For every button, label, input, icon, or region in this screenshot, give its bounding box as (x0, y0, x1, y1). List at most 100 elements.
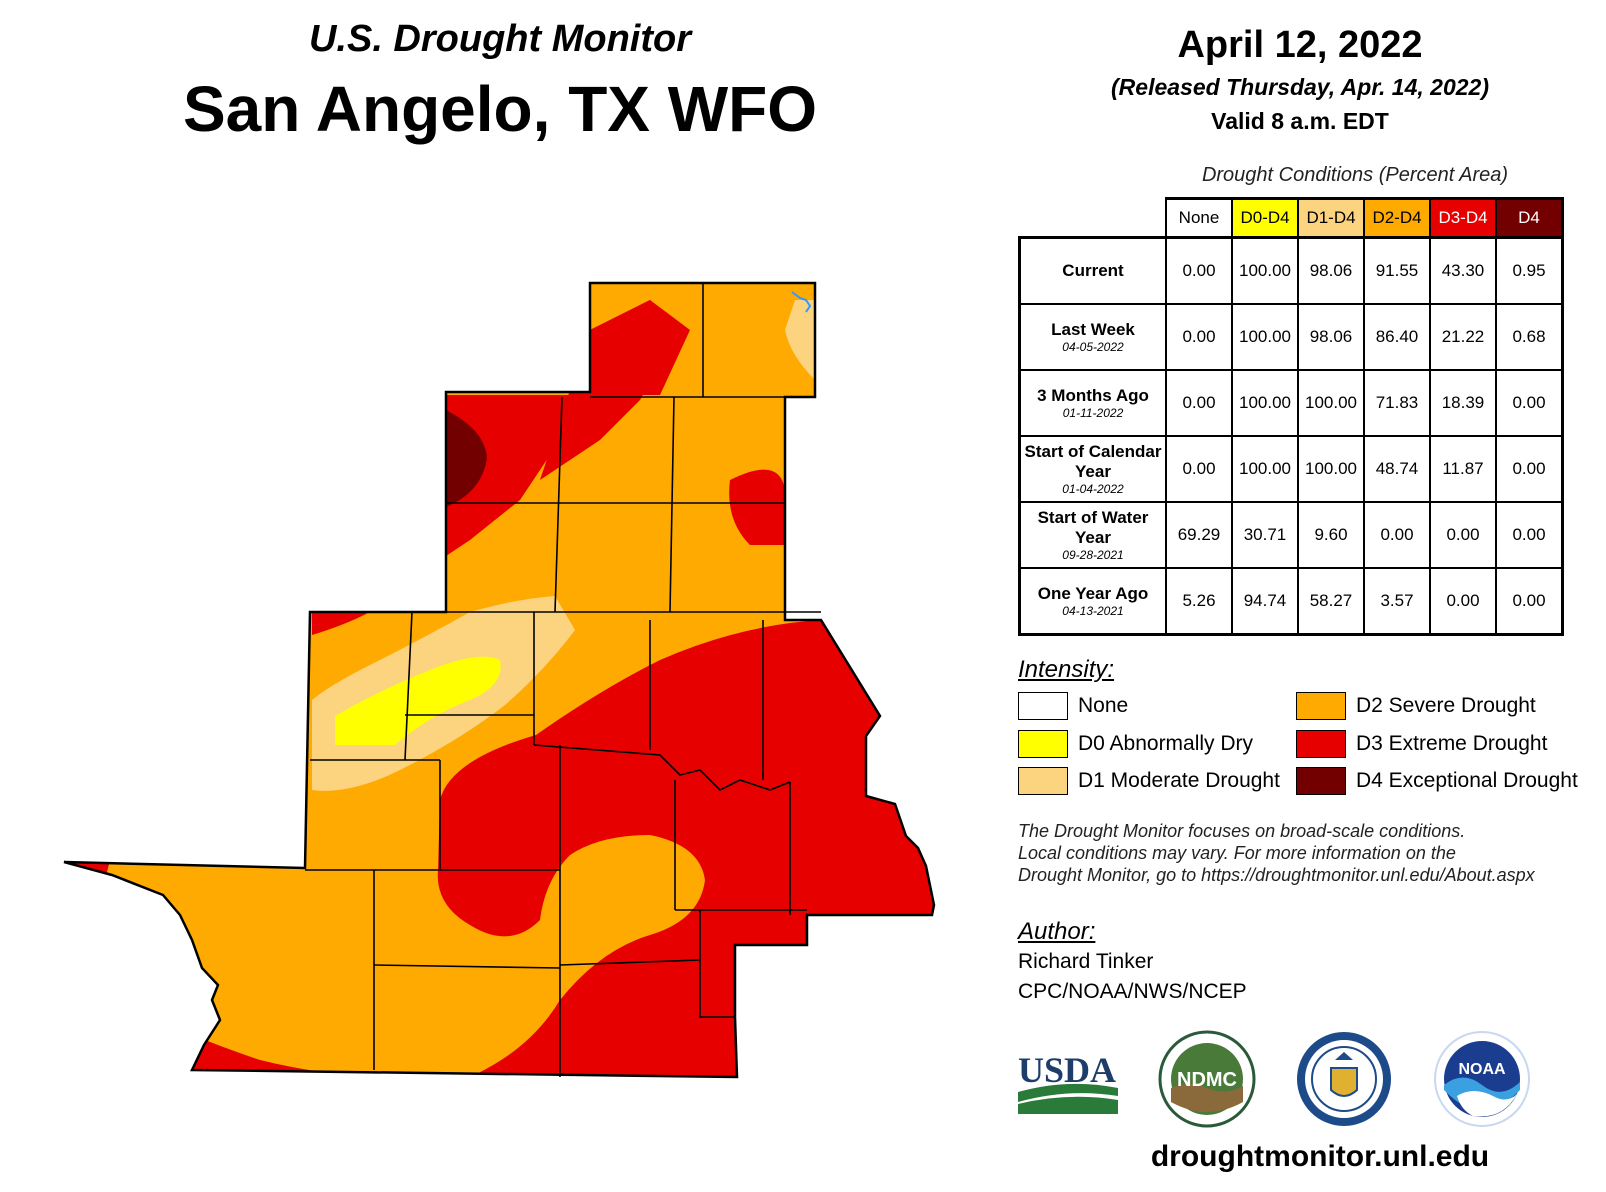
author-org: CPC/NOAA/NWS/NCEP (1018, 980, 1247, 1003)
table-row: 3 Months Ago 01-11-2022 0.00 100.00 100.0… (1018, 369, 1564, 437)
legend-swatch (1018, 730, 1068, 758)
table-cell: 86.40 (1363, 303, 1431, 371)
table-cell: 100.00 (1297, 369, 1365, 437)
map-supertitle: U.S. Drought Monitor (308, 18, 692, 60)
legend-item-d2: D2 Severe Drought (1296, 692, 1536, 720)
column-header: D3-D4 (1429, 197, 1497, 239)
legend-item-d3: D3 Extreme Drought (1296, 730, 1547, 758)
column-header: D1-D4 (1297, 197, 1365, 239)
table-cell: 100.00 (1231, 435, 1299, 503)
row-label: Start of Water Year (1037, 508, 1149, 547)
d1-moderate-corner (785, 300, 815, 380)
drought-conditions-table: None D0-D4 D1-D4 D2-D4 D3-D4 D4 Current … (1018, 197, 1564, 636)
row-header: 3 Months Ago 01-11-2022 (1018, 369, 1167, 437)
table-cell: 11.87 (1429, 435, 1497, 503)
drought-map (62, 281, 936, 1079)
ndmc-logo-text: NDMC (1177, 1069, 1237, 1091)
table-cell: 71.83 (1363, 369, 1431, 437)
row-label: One Year Ago (1037, 584, 1149, 603)
row-date: 04-13-2021 (1062, 604, 1124, 618)
table-cell: 21.22 (1429, 303, 1497, 371)
noaa-logo-text: NOAA (1458, 1061, 1506, 1078)
row-header: Start of Water Year 09-28-2021 (1018, 501, 1167, 569)
row-label: Last Week (1051, 320, 1135, 339)
legend-label: D2 Severe Drought (1356, 694, 1536, 717)
legend-item-none: None (1018, 692, 1128, 720)
table-cell: 0.00 (1495, 501, 1564, 569)
table-row: Last Week 04-05-2022 0.00 100.00 98.06 86… (1018, 303, 1564, 371)
legend-item-d1: D1 Moderate Drought (1018, 767, 1280, 795)
usda-logo-text: USDA (1018, 1050, 1116, 1090)
table-row: Start of Calendar Year 01-04-2022 0.00 10… (1018, 435, 1564, 503)
row-header: Last Week 04-05-2022 (1018, 303, 1167, 371)
disclaimer-line: The Drought Monitor focuses on broad-sca… (1018, 821, 1466, 841)
row-date: 01-04-2022 (1062, 482, 1124, 496)
table-cell: 18.39 (1429, 369, 1497, 437)
d2-northwest-band (312, 612, 470, 700)
disclaimer-line: Drought Monitor, go to https://droughtmo… (1018, 865, 1535, 885)
table-cell: 0.00 (1165, 369, 1233, 437)
row-header: Current (1018, 236, 1167, 305)
legend-label: None (1078, 694, 1129, 717)
noaa-logo: NOAA (1434, 1031, 1530, 1127)
table-cell: 0.00 (1363, 501, 1431, 569)
table-cell: 0.00 (1165, 303, 1233, 371)
table-cell: 9.60 (1297, 501, 1365, 569)
table-cell: 69.29 (1165, 501, 1233, 569)
table-cell: 0.00 (1495, 369, 1564, 437)
table-cell: 100.00 (1297, 435, 1365, 503)
footer-url: droughtmonitor.unl.edu (1150, 1140, 1490, 1173)
table-cell: 94.74 (1231, 567, 1299, 636)
table-cell: 91.55 (1363, 236, 1431, 305)
legend-label: D1 Moderate Drought (1078, 769, 1280, 792)
release-date: (Released Thursday, Apr. 14, 2022) (1111, 74, 1489, 100)
legend-label: D3 Extreme Drought (1356, 732, 1548, 755)
table-cell: 0.00 (1429, 567, 1497, 636)
table-caption: Drought Conditions (Percent Area) (1201, 164, 1509, 186)
table-cell: 100.00 (1231, 236, 1299, 305)
table-cell: 0.95 (1495, 236, 1564, 305)
legend-swatch (1018, 692, 1068, 720)
table-cell: 98.06 (1297, 236, 1365, 305)
table-cell: 0.00 (1165, 435, 1233, 503)
table-cell: 0.68 (1495, 303, 1564, 371)
row-date: 09-28-2021 (1062, 548, 1124, 562)
map-title: San Angelo, TX WFO (182, 73, 818, 145)
column-header: D0-D4 (1231, 197, 1299, 239)
row-header: One Year Ago 04-13-2021 (1018, 567, 1167, 636)
table-cell: 0.00 (1495, 435, 1564, 503)
table-row: Start of Water Year 09-28-2021 69.29 30.7… (1018, 501, 1564, 569)
legend-swatch (1296, 767, 1346, 795)
table-cell: 98.06 (1297, 303, 1365, 371)
table-cell: 100.00 (1231, 369, 1299, 437)
valid-time: Valid 8 a.m. EDT (1211, 108, 1389, 134)
legend-swatch (1018, 767, 1068, 795)
table-row: One Year Ago 04-13-2021 5.26 94.74 58.27 … (1018, 567, 1564, 636)
author-name: Richard Tinker (1018, 950, 1154, 973)
disclaimer-text: The Drought Monitor focuses on broad-sca… (1018, 820, 1588, 886)
legend-item-d4: D4 Exceptional Drought (1296, 767, 1578, 795)
disclaimer-line: Local conditions may vary. For more info… (1018, 843, 1456, 863)
table-cell: 30.71 (1231, 501, 1299, 569)
river-line (791, 291, 812, 313)
row-date: 04-05-2022 (1062, 340, 1124, 354)
table-cell: 3.57 (1363, 567, 1431, 636)
column-header: D2-D4 (1363, 197, 1431, 239)
table-cell: 100.00 (1231, 303, 1299, 371)
table-cell: 43.30 (1429, 236, 1497, 305)
d3-southwest-area (160, 1020, 400, 1077)
d4-exceptional-area (446, 410, 487, 507)
d3-north-band-2 (540, 300, 680, 480)
table-row: Current 0.00 100.00 98.06 91.55 43.30 0.… (1018, 236, 1564, 305)
legend-item-d0: D0 Abnormally Dry (1018, 730, 1253, 758)
usda-logo: USDA (1018, 1050, 1118, 1114)
legend-swatch (1296, 730, 1346, 758)
table-cell: 0.00 (1495, 567, 1564, 636)
row-header: Start of Calendar Year 01-04-2022 (1018, 435, 1167, 503)
table-cell: 0.00 (1429, 501, 1497, 569)
table-cell: 0.00 (1165, 236, 1233, 305)
legend-label: D0 Abnormally Dry (1078, 732, 1254, 755)
d3-central-east-area (437, 620, 934, 1077)
d3-east-blob (729, 469, 785, 545)
column-header: D4 (1495, 197, 1564, 239)
